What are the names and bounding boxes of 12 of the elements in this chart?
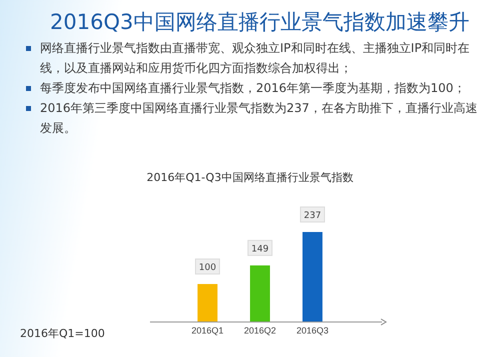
x-tick-label: 2016Q1 — [192, 325, 224, 336]
data-label: 100 — [198, 263, 216, 274]
x-tick-label: 2016Q2 — [244, 325, 276, 336]
text: 每季度发布中国网络直播行业景气指数，2016年第一季度为基期，指数为100； — [40, 81, 466, 95]
chart-subtitle: 2016年Q1-Q3中国网络直播行业景气指数 — [146, 170, 354, 185]
data-label: 237 — [304, 211, 322, 221]
text: 2016年第三季度中国网络直播行业景气指数为237，在各方助推下，直播行业高速发展。 — [40, 101, 478, 135]
text: 2016年Q1=100 — [20, 326, 105, 341]
data-label: 149 — [251, 244, 269, 254]
x-tick-label: 2016Q3 — [296, 325, 328, 336]
chart-title: 2016Q3中国网络直播行业景气指数加速攀升 — [50, 9, 470, 36]
text: 网络直播行业景气指数由直播带宽、观众独立IP和同时在线、主播独立IP和同时在线，以及直播网站和应用货币化四方面指数综合加权得出； — [40, 41, 470, 75]
